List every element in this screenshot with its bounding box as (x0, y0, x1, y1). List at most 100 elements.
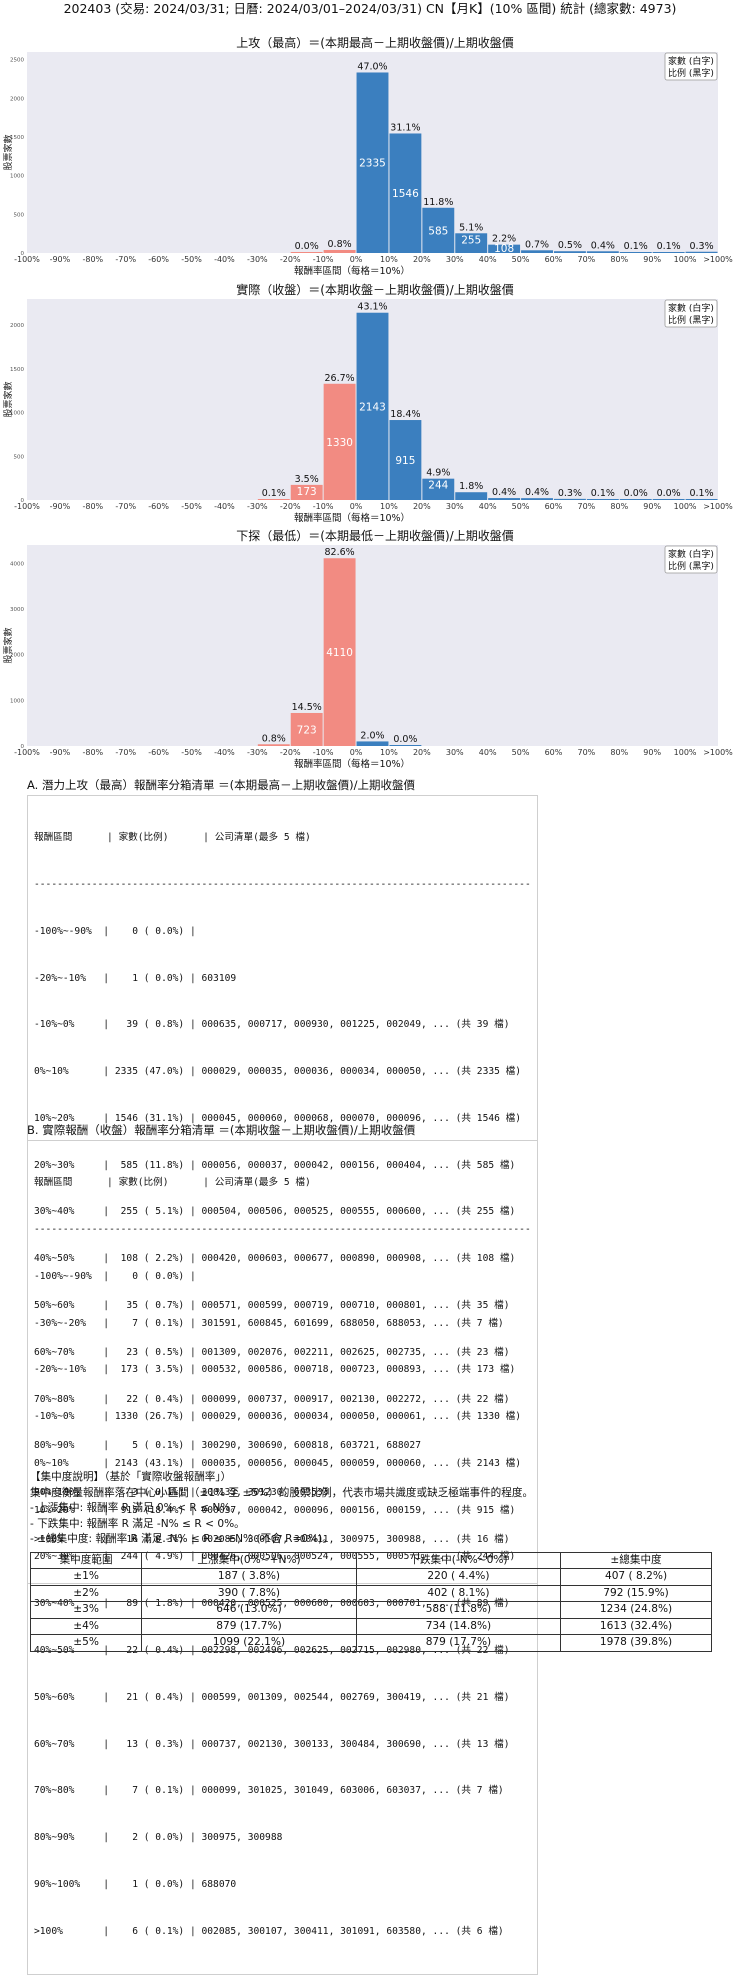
bin-list-a-table: 報酬區間 | 家數(比例) | 公司清單(最多 5 檔) -----------… (27, 795, 538, 1584)
table-header-cell: 集中度範圍 (29, 1551, 143, 1569)
bar-percent-label: 82.6% (325, 547, 355, 558)
bar-percent-label: 31.1% (390, 122, 420, 133)
x-tick-label: 90% (643, 502, 661, 511)
histogram-bar (356, 72, 389, 253)
histogram-bar (619, 252, 652, 253)
chart-low: 下探（最低）＝(本期最低－上期收盤價)/上期收盤價 0 1000 2000 3000 40… (0, 527, 740, 777)
y-tick-label: 2500 (10, 58, 24, 64)
y-tick-label: 1500 (10, 367, 24, 373)
bar-count-label: 915 (395, 455, 415, 467)
bin-list-line: 60%~70% | 13 ( 0.3%) | 000737, 002130, 3… (34, 1738, 510, 1750)
bar-percent-label: 47.0% (357, 61, 387, 72)
x-tick-label: -100% (14, 502, 40, 511)
x-tick-label: -40% (214, 748, 235, 757)
x-axis-label: 報酬率區間（每格＝10%） (294, 758, 410, 770)
x-tick-label: -10% (313, 502, 334, 511)
x-tick-label: 50% (512, 255, 530, 264)
x-tick-label: -40% (214, 502, 235, 511)
bin-list-line: 80%~90% | 5 ( 0.1%) | 300290, 300690, 60… (34, 1440, 421, 1452)
histogram-bar (323, 249, 356, 253)
bar-percent-label: 0.1% (262, 488, 286, 499)
legend-box (664, 545, 718, 574)
plot-background (27, 545, 718, 746)
y-tick-label: 500 (14, 454, 25, 460)
histogram-bar (553, 251, 586, 253)
bar-percent-label: 0.1% (624, 241, 648, 252)
histogram-bar (685, 499, 718, 500)
x-tick-label: -70% (115, 502, 136, 511)
bar-percent-label: 0.8% (262, 733, 286, 744)
y-tick-label: 1500 (10, 135, 24, 141)
bin-list-line: 90%~100% | 1 ( 0.0%) | 688070 (34, 1878, 237, 1890)
x-tick-label: 40% (479, 502, 497, 511)
histogram-bar (257, 744, 290, 746)
y-axis-label: 股票家數 (2, 381, 14, 417)
bar-count-label: 585 (428, 225, 448, 237)
y-tick-label: 1000 (10, 174, 24, 180)
bar-percent-label: 2.0% (360, 730, 384, 741)
histogram-bar (389, 745, 422, 746)
bar-percent-label: 0.8% (328, 239, 352, 250)
table-header-cell: 下跌集中(-N%~0%) (355, 1551, 562, 1569)
bin-list-line: 10%~20% | 915 (18.4%) | 000037, 000042, … (34, 1504, 516, 1516)
bar-percent-label: 11.8% (423, 197, 453, 208)
bar-percent-label: 0.0% (295, 241, 319, 252)
x-tick-label: -50% (181, 748, 202, 757)
bin-list-line: 70%~80% | 7 ( 0.1%) | 000099, 301025, 30… (34, 1785, 504, 1797)
x-tick-label: 10% (380, 748, 398, 757)
y-tick-label: 2000 (10, 653, 24, 659)
histogram-bar (619, 499, 652, 500)
histogram-bar (422, 207, 455, 253)
x-tick-label: -80% (82, 255, 103, 264)
x-tick-label: 20% (413, 255, 431, 264)
bar-count-label: 244 (428, 480, 448, 492)
x-tick-label: 20% (413, 502, 431, 511)
y-tick-label: 2000 (10, 323, 24, 329)
x-tick-label: 80% (610, 748, 628, 757)
bin-list-line: 20%~30% | 585 (11.8%) | 000056, 000037, … (34, 1159, 516, 1171)
bar-percent-label: 0.3% (558, 488, 582, 499)
bin-list-line: -10%~0% | 39 ( 0.8%) | 000635, 000717, 0… (34, 1019, 510, 1031)
x-tick-label: >100% (703, 502, 733, 511)
concentration-table: 集中度範圍 上漲集中(0%~+N%) 下跌集中(-N%~0%) ±總集中度 ±1… (29, 1551, 712, 1652)
x-tick-label: 60% (545, 502, 563, 511)
legend-line: 家數 (白字) (668, 548, 714, 560)
bar-percent-label: 0.4% (525, 487, 549, 498)
bar-count-label: 723 (297, 724, 317, 736)
table-cell: ±4% (29, 1617, 143, 1635)
table-cell: 646 (13.0%) (141, 1601, 357, 1619)
table-cell: 1978 (39.8%) (560, 1634, 712, 1652)
concentration-section: 【集中度說明】（基於「實際收盤報酬率」） 集中度衡量報酬率落在中心小區間（±1%… (29, 1470, 730, 1652)
table-header-cell: 上漲集中(0%~+N%) (141, 1551, 357, 1569)
bar-percent-label: 0.4% (591, 240, 615, 251)
histogram-bar (553, 498, 586, 500)
histogram-bar (652, 499, 685, 500)
legend-box (664, 299, 718, 328)
table-cell: 390 ( 7.8%) (141, 1584, 357, 1602)
bar-count-label: 255 (461, 234, 481, 246)
histogram-bar (290, 484, 323, 500)
y-axis-label: 股票家數 (2, 134, 14, 170)
x-tick-label: 10% (380, 255, 398, 264)
x-tick-label: 70% (577, 255, 595, 264)
histogram-bar (356, 312, 389, 500)
histogram-bar (586, 251, 619, 253)
x-tick-label: -50% (181, 255, 202, 264)
x-tick-label: -30% (247, 502, 268, 511)
legend-line: 比例 (黑字) (668, 314, 714, 326)
bar-percent-label: 18.4% (390, 409, 420, 420)
x-tick-label: 40% (479, 255, 497, 264)
x-tick-label: -100% (14, 748, 40, 757)
y-tick-label: 1000 (10, 698, 24, 704)
bar-percent-label: 5.1% (459, 222, 483, 233)
table-cell: 1099 (22.1%) (141, 1634, 357, 1652)
bin-list-line: 50%~60% | 35 ( 0.7%) | 000571, 000599, 0… (34, 1300, 510, 1311)
bar-percent-label: 2.2% (492, 234, 516, 245)
x-tick-label: -90% (50, 255, 71, 264)
histogram-bar (323, 558, 356, 746)
histogram-bar (455, 233, 488, 253)
legend-line: 比例 (黑字) (668, 67, 714, 79)
table-row: ±5% 1099 (22.1%) 879 (17.7%) 1978 (39.8%… (29, 1634, 712, 1652)
y-tick-label: 0 (21, 251, 25, 257)
x-tick-label: 80% (610, 502, 628, 511)
